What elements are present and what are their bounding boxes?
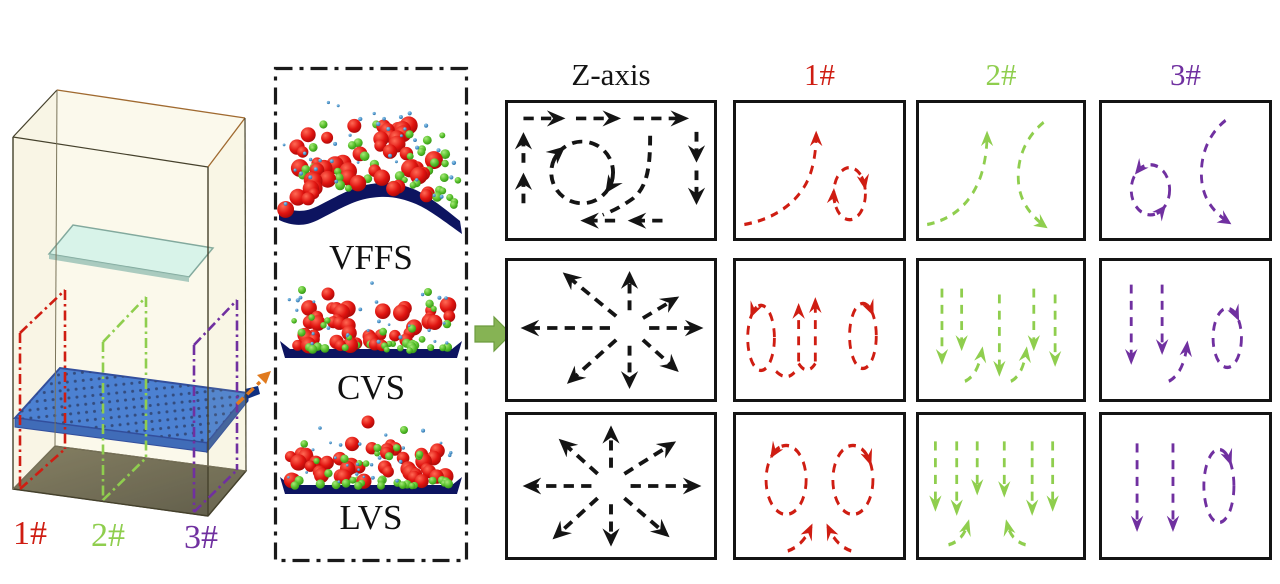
flow-cell-row1-col-Z-axis	[505, 100, 717, 241]
screen-plate-tab	[245, 386, 260, 399]
flow-pattern-multi-down-two-up	[935, 288, 1062, 383]
flow-cell-row2-col-3	[1099, 258, 1272, 402]
flow-pattern-rise-and-vortex	[744, 130, 870, 227]
glass-plate-edge	[49, 254, 189, 282]
flow-cell-row2-col-Z-axis	[505, 258, 717, 402]
simulation-panel: VFFS CVS LVS	[273, 66, 469, 563]
screen-plate-holes	[15, 368, 248, 443]
flow-cell-row2-col-2	[916, 258, 1086, 402]
flow-cell-row3-col-3	[1099, 412, 1272, 560]
zoom-callout-arrow-icon	[235, 371, 271, 406]
sim-scene-vffs	[277, 100, 462, 234]
flow-pattern-radial-burst-centered	[522, 425, 702, 547]
particle-bed-CVS	[280, 281, 462, 358]
screen-flat	[280, 341, 462, 358]
sim-scene-lvs	[280, 415, 462, 494]
flow-pattern-vortex-and-fall	[1129, 119, 1232, 225]
section-label-3: 3#	[184, 519, 218, 556]
sim-label-lvs: LVS	[339, 498, 403, 537]
column-header-3: 3#	[1170, 57, 1201, 92]
flow-pattern-radial-burst-high	[520, 271, 704, 389]
flow-pattern-multi-down-six	[929, 441, 1059, 547]
apparatus-3d-diagram	[11, 89, 271, 517]
sim-label-vffs: VFFS	[329, 238, 413, 277]
particle-bed-LVS	[280, 415, 462, 494]
flow-pattern-rise-and-fall	[926, 120, 1048, 229]
flow-pattern-edge-down-center-up	[746, 297, 878, 379]
flow-pattern-loop-circulation	[514, 110, 706, 229]
screen-wavy	[279, 182, 462, 234]
flow-cell-row1-col-3	[1099, 100, 1272, 241]
section-label-2: 2#	[91, 517, 125, 554]
flow-cell-row3-col-1	[733, 412, 906, 560]
particle-bed-VFFS	[277, 100, 462, 234]
column-header-1: 1#	[804, 57, 835, 92]
flow-pattern-down-down-vortex	[1130, 443, 1236, 533]
flow-cell-row2-col-1	[733, 258, 906, 402]
sim-scene-cvs	[280, 281, 462, 358]
flow-pattern-down-up-vortex	[1124, 284, 1243, 383]
flow-cell-row3-col-Z-axis	[505, 412, 717, 560]
flow-cell-row1-col-1	[733, 100, 906, 241]
flow-cell-row3-col-2	[916, 412, 1086, 560]
flow-pattern-twin-vortex-center-up	[764, 440, 875, 553]
panel-dashdot-border	[273, 66, 469, 563]
column-header-2: 2#	[985, 57, 1017, 92]
sim-label-cvs: CVS	[336, 368, 406, 407]
section-label-1: 1#	[13, 515, 47, 552]
screen-flat	[280, 477, 462, 494]
column-header-zaxis: Z-axis	[571, 57, 651, 92]
flow-arrow-icon	[474, 315, 512, 353]
flow-cell-row1-col-2	[916, 100, 1086, 241]
